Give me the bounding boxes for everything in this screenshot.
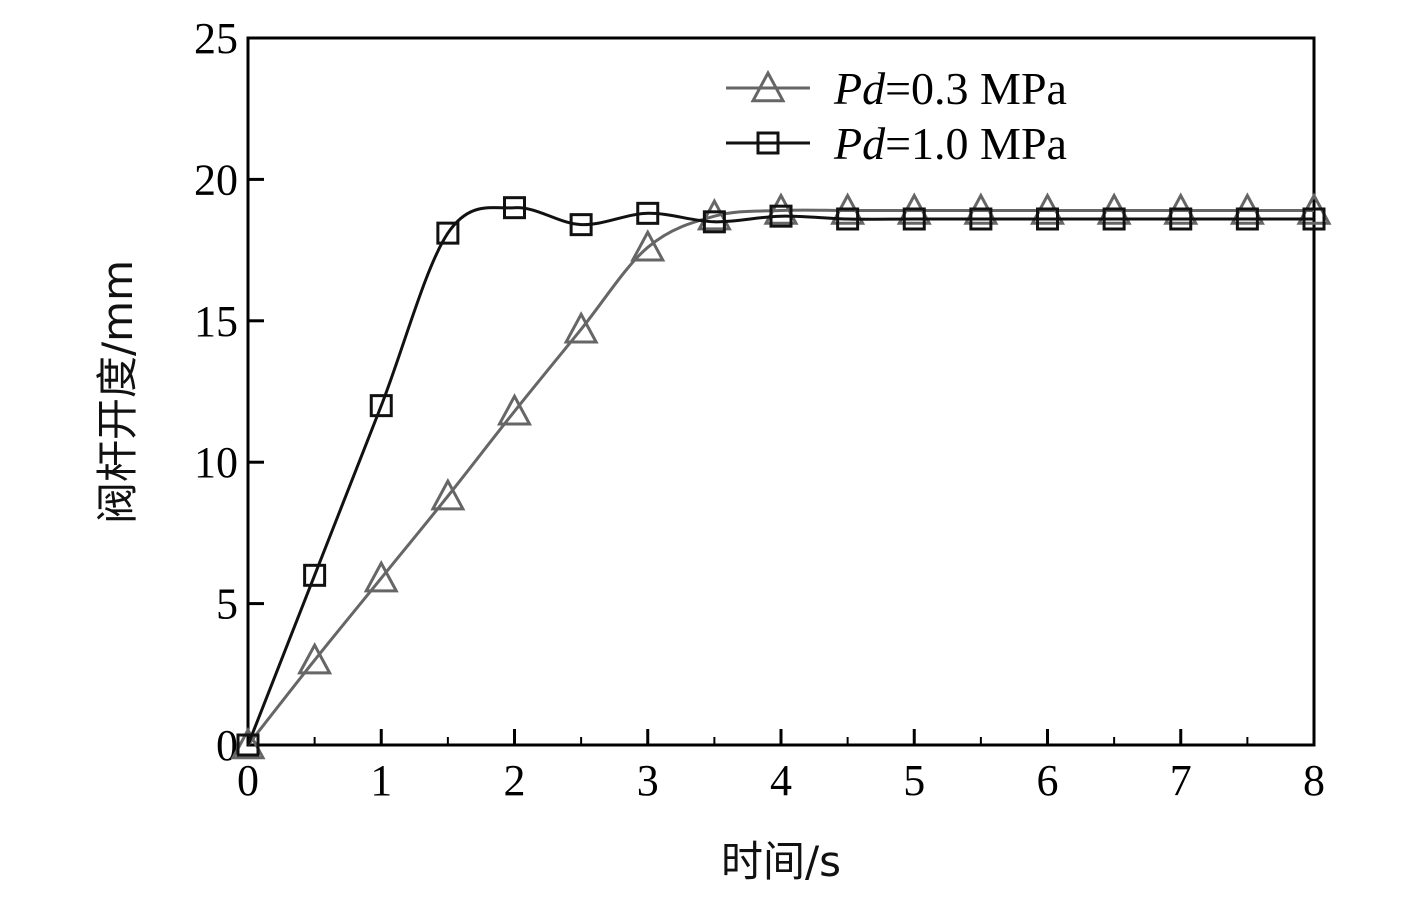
triangle-point	[230, 726, 266, 760]
series-line	[246, 206, 1314, 746]
square-point	[969, 207, 993, 231]
square-point	[303, 563, 327, 587]
y-tick-label: 20	[194, 155, 238, 204]
legend-label: Pd=0.3 MPa	[833, 63, 1067, 114]
square-point	[236, 733, 260, 757]
x-tick-label: 4	[770, 756, 792, 805]
triangle-point	[763, 192, 799, 225]
triangle-point	[630, 229, 666, 262]
y-tick-label: 10	[194, 438, 238, 487]
square-point	[369, 394, 393, 418]
triangle-point	[297, 642, 333, 675]
square-point	[769, 204, 793, 228]
triangle-point	[430, 477, 466, 511]
series-pd-0-3	[230, 192, 1332, 760]
legend-marker	[750, 69, 786, 103]
square-point	[569, 213, 593, 237]
legend-item: Pd=1.0 MPa	[726, 118, 1067, 169]
x-axis-title: 时间/s	[721, 837, 841, 886]
y-tick-label: 0	[216, 721, 238, 770]
triangle-point	[563, 311, 599, 344]
square-point	[503, 196, 526, 220]
square-point	[1302, 207, 1326, 231]
triangle-point	[363, 559, 399, 593]
x-tick-label: 8	[1303, 756, 1325, 805]
square-point	[702, 210, 726, 234]
triangle-point	[696, 198, 732, 231]
series-pd-1-0	[236, 196, 1326, 757]
y-tick-label: 25	[194, 14, 238, 63]
axes: 0 1 2 3 4 5 6 7 8 0 5 10 15 20 25	[194, 14, 1325, 805]
square-point	[1036, 207, 1059, 231]
square-point	[1169, 207, 1193, 231]
series-line	[246, 208, 1314, 746]
legend-label: Pd=1.0 MPa	[833, 118, 1067, 169]
x-tick-label: 5	[903, 756, 925, 805]
x-tick-label: 1	[370, 756, 392, 805]
x-tick-label: 6	[1037, 756, 1059, 805]
y-tick-label: 15	[194, 297, 238, 346]
square-point	[636, 201, 660, 225]
series-layer	[230, 192, 1332, 760]
x-tick-label: 3	[637, 756, 659, 805]
legend-marker	[756, 131, 780, 155]
square-point	[436, 221, 460, 245]
legend-item: Pd=0.3 MPa	[726, 63, 1067, 114]
x-tick-label: 2	[504, 756, 526, 805]
x-tick-label: 7	[1170, 756, 1192, 805]
y-axis-title: 阀杆开度/mm	[93, 260, 142, 524]
y-tick-label: 5	[216, 580, 238, 629]
square-point	[836, 207, 860, 231]
triangle-point	[496, 393, 533, 426]
square-point	[1102, 207, 1126, 231]
x-tick-label: 0	[237, 756, 259, 805]
square-point	[1235, 207, 1259, 231]
square-point	[902, 207, 926, 231]
